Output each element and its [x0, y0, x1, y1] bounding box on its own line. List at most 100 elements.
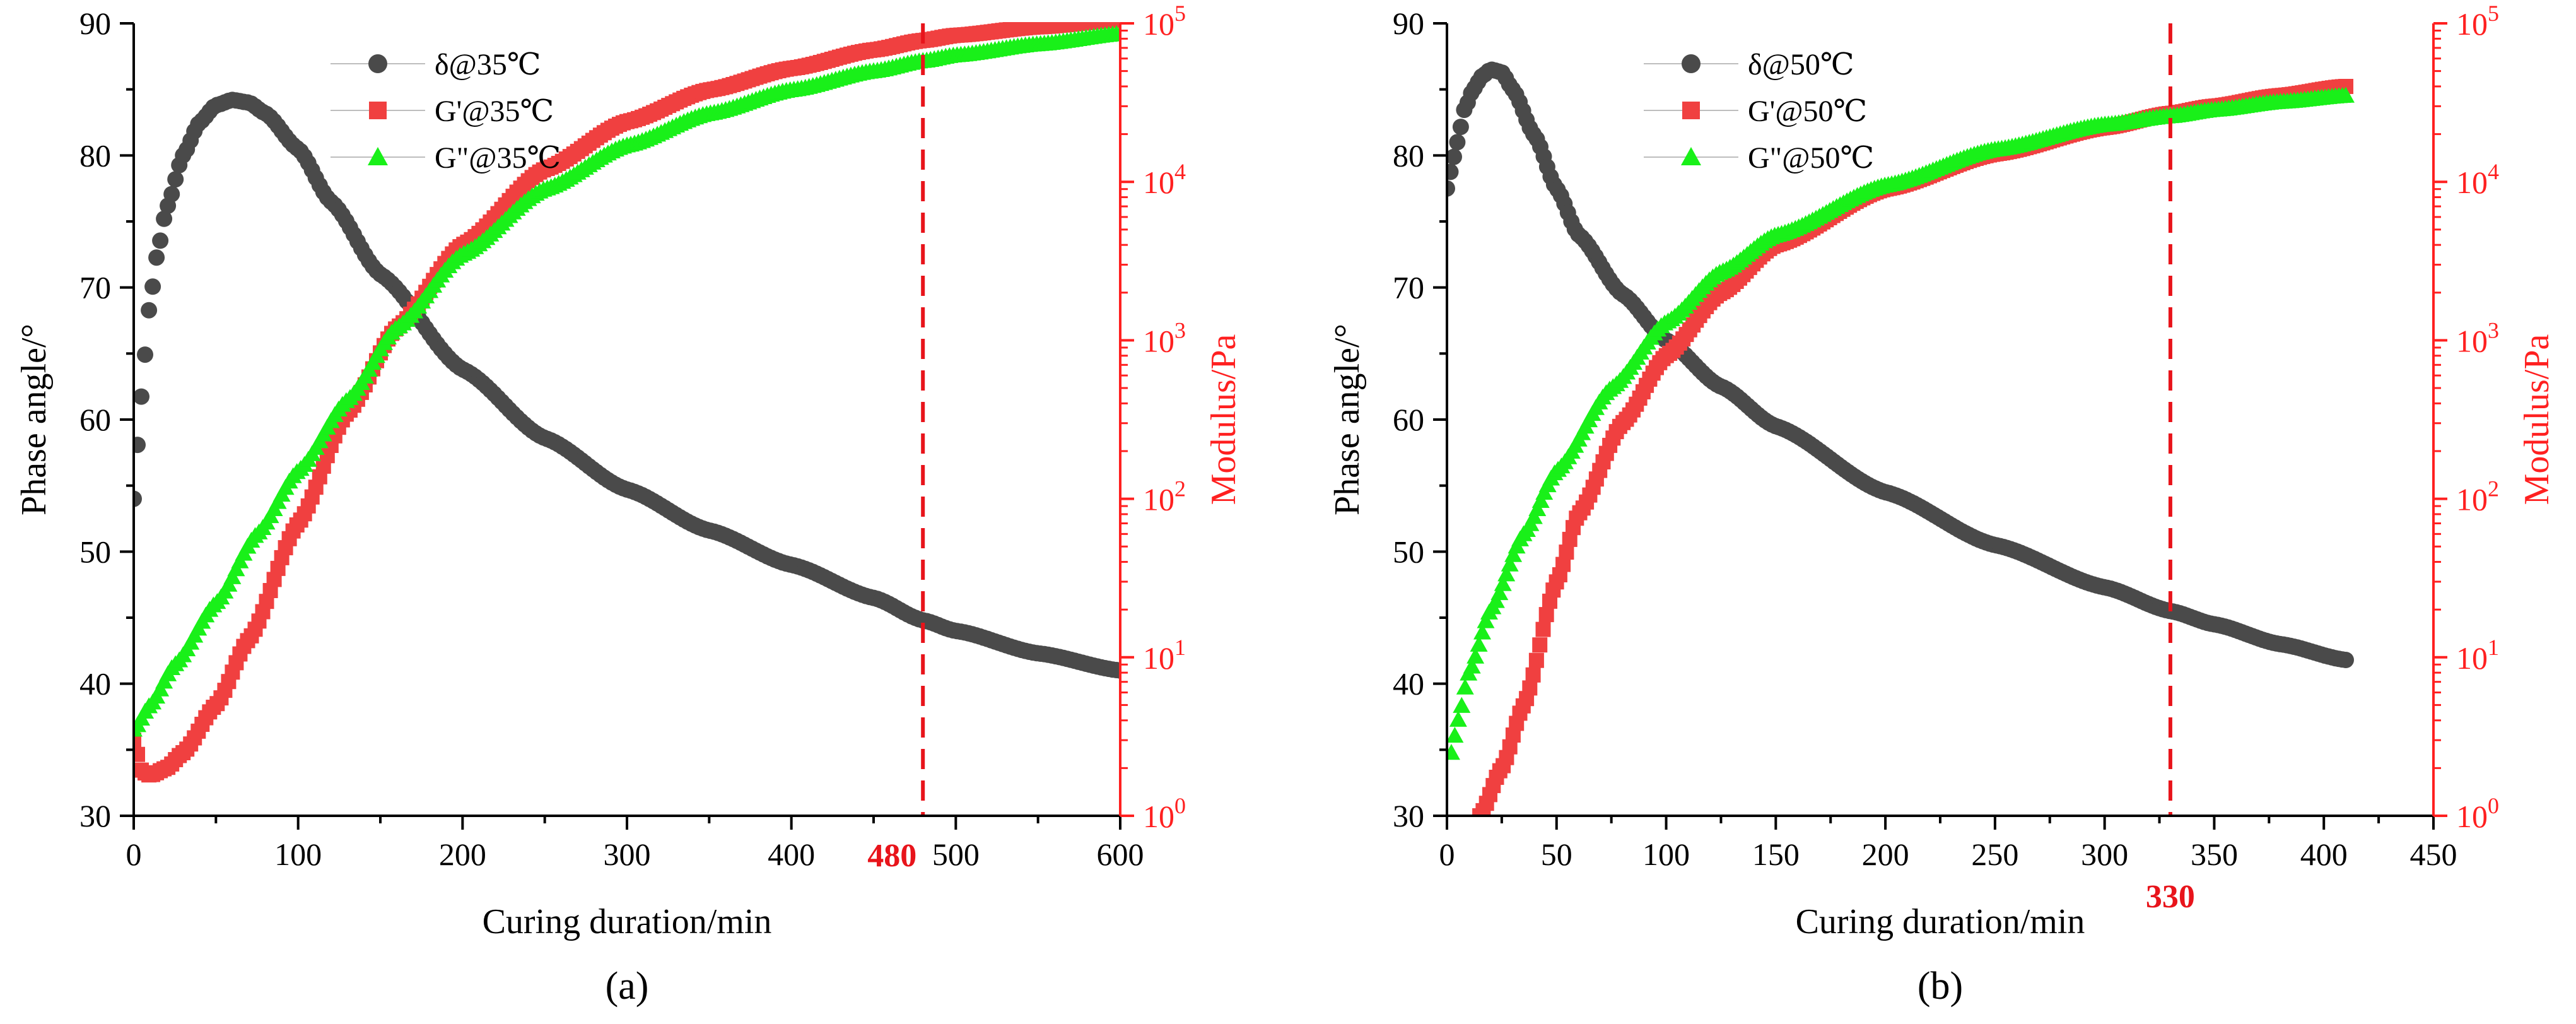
x-tick-label: 100	[274, 837, 322, 872]
legend: δ@35℃ G'@35℃ G"@35℃	[331, 48, 561, 175]
data-point	[134, 490, 142, 507]
x-tick-label: 300	[604, 837, 651, 872]
data-point	[1494, 575, 1512, 591]
x-tick-label: 200	[439, 837, 486, 872]
chart-panel-a: 0 100 200 300 400 500 600 30 40 50 60 70 80 90 100 101 1…	[15, 1, 1243, 1008]
data-point	[148, 249, 165, 266]
y2-tick-label: 100	[1143, 793, 1186, 834]
data-point	[134, 746, 145, 762]
x-tick-label: 500	[932, 837, 980, 872]
x-tick-label: 600	[1097, 837, 1144, 872]
data-point	[1463, 657, 1481, 674]
legend-marker	[368, 54, 387, 73]
x-tick-label: 0	[1439, 837, 1455, 872]
legend-marker	[1681, 147, 1701, 165]
data-point	[1522, 680, 1538, 696]
data-point	[1528, 500, 1547, 517]
y2-tick-label: 101	[1143, 635, 1186, 676]
y-tick-label: 90	[79, 6, 111, 41]
legend: δ@50℃ G'@50℃ G"@50℃	[1644, 48, 1874, 175]
x-axis-title: Curing duration/min	[1796, 902, 2085, 941]
chart-panel-b: 0 50 100 150 200 250 300 350 400 450 30 40 50 60 70 80 9…	[1328, 1, 2556, 1008]
data-point	[2338, 652, 2354, 668]
data-point	[1113, 22, 1120, 28]
legend-label: G"@35℃	[435, 141, 561, 175]
y-tick-label: 70	[79, 270, 111, 305]
data-point	[1528, 652, 1544, 668]
data-point	[1525, 667, 1541, 683]
y-tick-label: 90	[1393, 6, 1424, 41]
data-point	[1490, 584, 1509, 601]
data-point	[1449, 134, 1466, 151]
legend-label: δ@35℃	[435, 48, 541, 81]
y2-tick-label: 101	[2456, 635, 2499, 676]
data-point	[137, 346, 153, 363]
data-point	[1538, 607, 1554, 623]
series-triangle-g50	[1447, 86, 2355, 760]
y2-tick-label: 103	[1143, 317, 1186, 358]
y2-tick-label: 100	[2456, 793, 2499, 834]
data-point	[1111, 25, 1120, 41]
data-point	[1447, 148, 1462, 165]
y2-tick-label: 105	[2456, 1, 2499, 42]
data-point	[1497, 565, 1516, 582]
series-layer	[1447, 61, 2355, 816]
data-point	[1112, 662, 1120, 679]
data-point	[1453, 697, 1471, 713]
panel-label: (b)	[1917, 965, 1963, 1008]
panel-label: (a)	[606, 965, 649, 1008]
y-tick-label: 30	[79, 798, 111, 833]
legend-item: G"@35℃	[331, 141, 561, 175]
data-point	[1531, 491, 1550, 509]
y2-tick-label: 102	[2456, 476, 2499, 517]
x-tick-label: 0	[126, 837, 142, 872]
data-point	[134, 437, 146, 454]
y2-tick-label: 104	[2456, 159, 2499, 200]
data-point	[1559, 544, 1574, 560]
data-point	[167, 171, 184, 188]
data-point	[1456, 678, 1474, 695]
data-point	[163, 185, 180, 203]
x-tick-label: 200	[1862, 837, 1909, 872]
legend-item: G'@50℃	[1644, 95, 1867, 128]
data-point	[1447, 744, 1460, 760]
data-point	[1447, 726, 1464, 743]
y-tick-label: 70	[1393, 270, 1424, 305]
data-point	[144, 278, 161, 295]
data-point	[1467, 647, 1485, 664]
y-tick-label: 80	[79, 138, 111, 173]
legend-item: δ@50℃	[1644, 48, 1854, 81]
legend-item: G'@35℃	[331, 95, 554, 128]
data-point	[1447, 163, 1459, 180]
marker-line-label: 480	[867, 838, 916, 874]
legend-item: G"@50℃	[1644, 141, 1874, 175]
legend-marker	[1682, 102, 1700, 119]
y-tick-label: 60	[1393, 402, 1424, 437]
legend-item: δ@35℃	[331, 48, 541, 81]
data-point	[1473, 623, 1492, 640]
x-tick-label: 300	[2081, 837, 2128, 872]
data-point	[1449, 710, 1467, 727]
legend-label: G"@50℃	[1748, 141, 1874, 175]
y-tick-label: 60	[79, 402, 111, 437]
y-tick-label: 50	[1393, 534, 1424, 569]
data-point	[1447, 180, 1455, 197]
data-point	[152, 232, 169, 249]
legend-marker	[369, 102, 387, 119]
y2-axis-title: Modulus/Pa	[1204, 334, 1243, 505]
legend-label: G'@50℃	[1748, 95, 1867, 128]
x-tick-label: 400	[2300, 837, 2348, 872]
data-point	[1470, 635, 1488, 652]
x-tick-label: 450	[2410, 837, 2457, 872]
x-axis-title: Curing duration/min	[483, 902, 772, 941]
x-tick-label: 50	[1541, 837, 1572, 872]
x-tick-label: 100	[1642, 837, 1690, 872]
data-point	[1501, 555, 1519, 572]
x-tick-label: 150	[1752, 837, 1800, 872]
y-tick-label: 80	[1393, 138, 1424, 173]
series-circle-50	[1447, 61, 2354, 668]
y2-tick-label: 105	[1143, 1, 1186, 42]
x-tick-label: 400	[768, 837, 815, 872]
data-point	[1477, 612, 1495, 628]
